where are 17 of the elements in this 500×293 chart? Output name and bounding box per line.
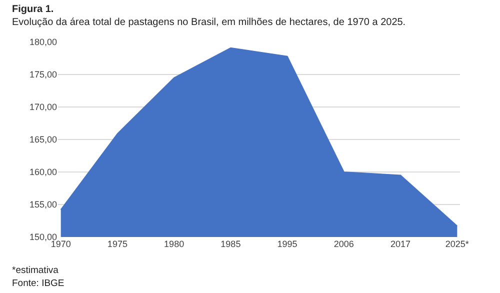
source-note: Fonte: IBGE — [12, 278, 64, 289]
y-tick-label: 155,00 — [29, 200, 57, 210]
x-tick-label: 1975 — [107, 239, 128, 249]
y-tick-label: 160,00 — [29, 167, 57, 178]
y-tick-label: 175,00 — [29, 70, 57, 80]
x-tick-label: 2017 — [390, 239, 411, 249]
x-tick-label: 1995 — [277, 239, 298, 249]
chart-subtitle: Evolução da área total de pastagens no Brasil, em milhões de hectares, de 1970 a 2025. — [12, 17, 406, 28]
text: *estimativa — [12, 265, 60, 276]
x-tick-label: 1980 — [164, 239, 184, 249]
chart-title: Figura 1. — [12, 4, 54, 15]
x-tick-label: 2006 — [334, 239, 354, 249]
y-tick-label: 165,00 — [29, 134, 57, 145]
y-tick-label: 180,00 — [29, 37, 57, 48]
x-tick-label: 2025* — [445, 239, 470, 249]
y-tick-label: 170,00 — [29, 102, 57, 112]
x-tick-label: 1985 — [220, 239, 241, 249]
